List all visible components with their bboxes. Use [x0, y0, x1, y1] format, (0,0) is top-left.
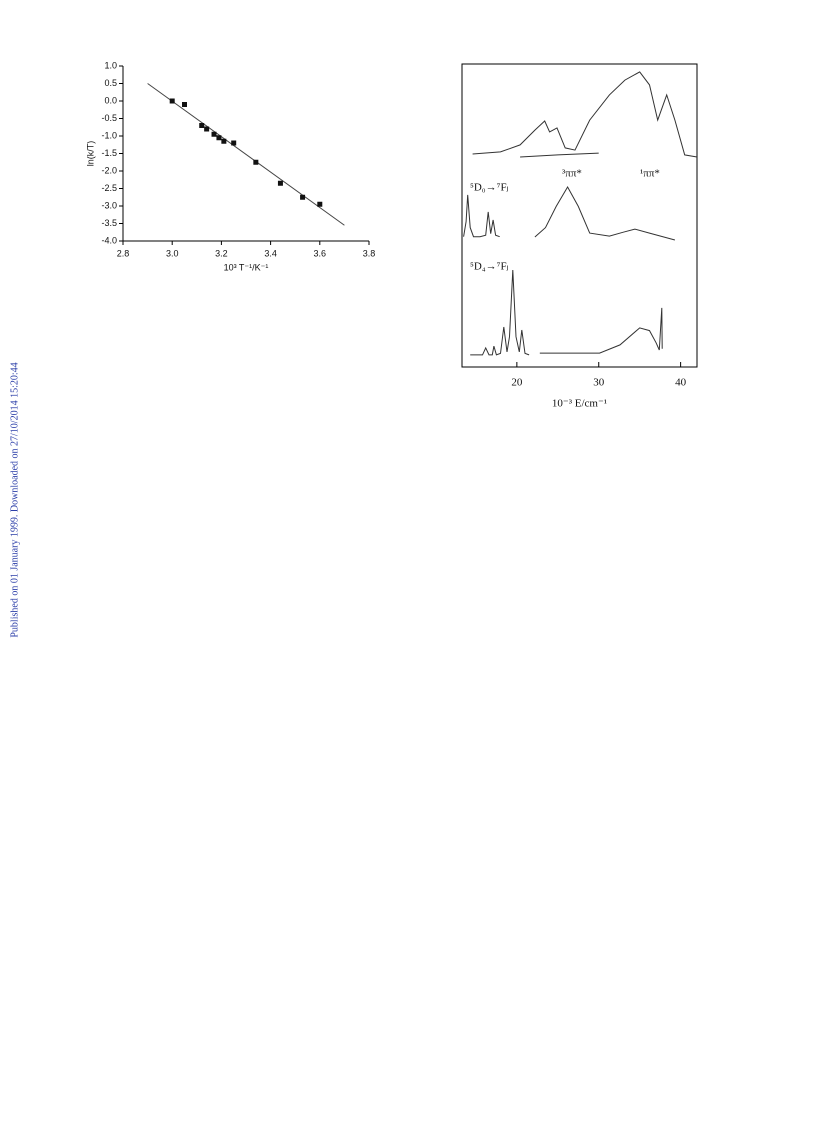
figure-arrhenius: 1.0 0.5 0.0 -0.5 -1.0 -1.5 -2.0 -2.5 -3.0 -3.5 -4.… — [85, 60, 375, 272]
fit-line — [147, 83, 345, 226]
spectrum — [463, 194, 500, 238]
annotation: ¹ππ* — [640, 168, 660, 180]
y-tick-label: 0.0 — [104, 95, 117, 105]
data-point — [216, 135, 222, 141]
annotation: ³ππ* — [562, 168, 582, 180]
spectrum — [472, 71, 698, 158]
figure-spectra: 20 30 40 10⁻³ E/cm⁻¹ ⁵D₀→⁷Fⱼ ³ππ* ¹ππ* ⁵D₄→⁷Fⱼ — [461, 63, 698, 410]
download-note: Published on 01 January 1999. Downloaded… — [9, 362, 20, 637]
spectrum — [534, 185, 676, 241]
y-tick-label: -3.0 — [101, 200, 117, 210]
data-point — [253, 159, 259, 165]
data-point — [182, 102, 187, 107]
y-tick-label: 1.0 — [104, 60, 117, 70]
data-point — [211, 131, 217, 137]
y-tick-label: -2.5 — [101, 183, 117, 193]
y-tick-label: 0.5 — [104, 78, 117, 88]
y-tick-label: -1.5 — [101, 148, 117, 158]
data-point — [277, 180, 283, 186]
x-tick-label: 30 — [593, 377, 605, 389]
y-tick-label: -4.0 — [101, 235, 117, 245]
x-tick-label: 3.2 — [215, 248, 228, 258]
y-tick-label: -3.5 — [101, 218, 117, 228]
x-tick-label: 40 — [675, 377, 687, 389]
spectrum — [539, 307, 663, 354]
x-tick-label: 3.0 — [166, 248, 179, 258]
data-point — [317, 201, 323, 207]
x-axis-label: 10⁻³ E/cm⁻¹ — [552, 398, 607, 410]
x-tick-label: 3.8 — [363, 248, 376, 258]
spectrum — [470, 269, 530, 356]
data-point — [231, 140, 237, 146]
x-tick-label: 3.4 — [264, 248, 277, 258]
annotation: ⁵D₄→⁷Fⱼ — [470, 261, 509, 273]
data-point — [199, 123, 205, 128]
data-point — [204, 126, 210, 132]
y-tick-label: -2.0 — [101, 165, 117, 175]
x-tick-label: 20 — [511, 377, 523, 389]
x-tick-label: 3.6 — [314, 248, 327, 258]
y-tick-label: -1.0 — [101, 130, 117, 140]
annotation: ⁵D₀→⁷Fⱼ — [470, 182, 509, 194]
x-tick-label: 2.8 — [117, 248, 130, 258]
data-point — [300, 194, 306, 200]
y-tick-label: -0.5 — [101, 113, 117, 123]
y-axis-label: ln(k/T) — [85, 141, 95, 167]
data-point — [221, 138, 227, 144]
plot-frame — [461, 63, 698, 368]
data-point — [169, 98, 175, 104]
spectrum — [520, 152, 599, 158]
x-axis-label: 10³ T⁻¹/K⁻¹ — [224, 262, 269, 272]
